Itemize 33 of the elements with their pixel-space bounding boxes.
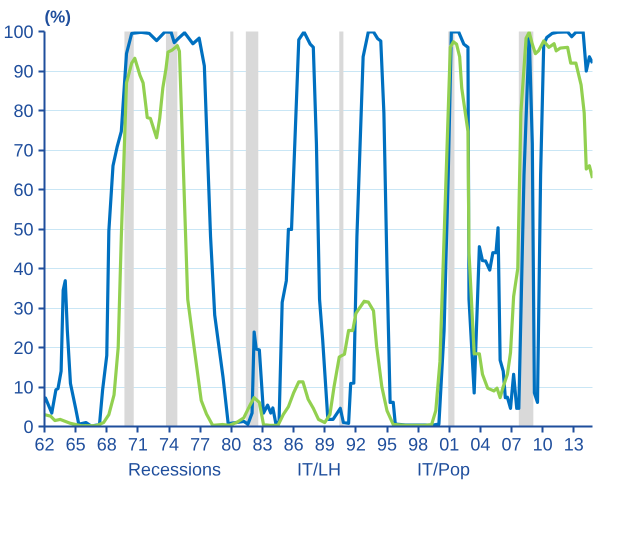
y-tick-label: 70	[13, 140, 34, 160]
x-tick-label: 01	[439, 434, 460, 454]
x-tick-label: 80	[221, 434, 242, 454]
x-tick-label: 13	[564, 434, 584, 454]
y-axis-title: (%)	[44, 8, 71, 26]
x-tick-label: 83	[252, 434, 272, 454]
x-tick-label: 98	[408, 434, 428, 454]
y-tick-label: 100	[3, 22, 34, 42]
x-tick-label: 62	[34, 434, 55, 454]
x-tick-label: 04	[470, 434, 490, 454]
x-tick-label: 71	[128, 434, 148, 454]
x-tick-label: 07	[502, 434, 522, 454]
y-tick-label: 0	[23, 417, 34, 437]
y-tick-label: 90	[13, 62, 34, 82]
y-tick-label: 80	[13, 101, 34, 121]
x-tick-label: 77	[190, 434, 210, 454]
y-tick-label: 40	[13, 259, 34, 279]
series-label: IT/Pop	[417, 460, 470, 480]
x-tick-label: 92	[346, 434, 366, 454]
y-tick-label: 50	[13, 220, 34, 240]
x-tick-label: 95	[376, 434, 398, 454]
x-tick-label: 89	[314, 434, 335, 454]
x-tick-label: 65	[66, 434, 86, 454]
y-tick-label: 60	[13, 180, 34, 200]
y-tick-label: 30	[13, 298, 34, 318]
x-tick-label: 68	[96, 434, 117, 454]
text: IT/LH	[296, 460, 341, 480]
x-tick-label: 86	[284, 434, 304, 454]
band-label: Recessions	[128, 460, 221, 480]
x-tick-label: 74	[159, 434, 180, 454]
y-tick-label: 20	[13, 338, 34, 358]
x-tick-label: 10	[532, 434, 553, 454]
y-tick-label: 10	[13, 378, 34, 398]
